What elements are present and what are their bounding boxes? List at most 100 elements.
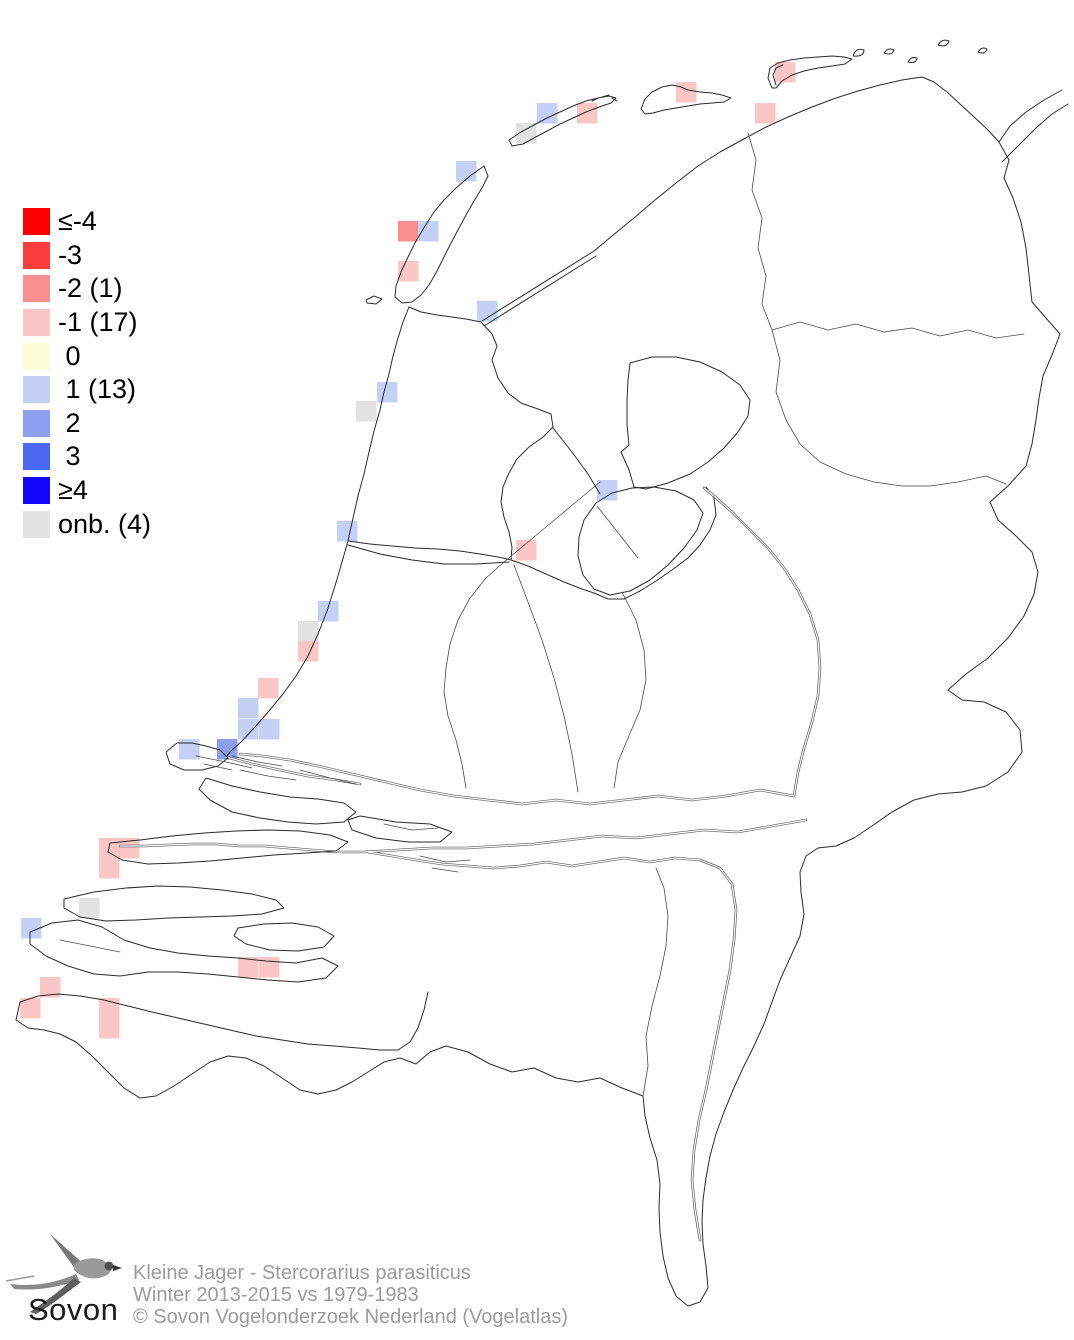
swallow-icon — [5, 1234, 122, 1314]
tholen-path — [233, 922, 335, 952]
friesland-groningen-border — [747, 132, 773, 331]
grid-square — [20, 998, 41, 1019]
german-coast-path — [998, 89, 1063, 143]
noordoostpolder-path — [620, 356, 751, 490]
noordzeekanaal-path — [347, 544, 510, 565]
utrecht-diagonal-border — [443, 481, 601, 789]
legend-label: 3 — [58, 441, 81, 472]
ijssel-river-inner — [703, 487, 821, 797]
grid-square — [676, 82, 697, 103]
grid-square — [377, 382, 398, 403]
north-coast-path — [593, 76, 1000, 252]
legend-item: ≤-4 — [23, 205, 151, 239]
grid-square — [99, 858, 120, 879]
flevoland-path — [577, 486, 704, 596]
grid-square — [259, 957, 280, 978]
grid-square — [259, 719, 280, 740]
ems-coast-path — [1001, 103, 1069, 163]
utrecht-gelderland-border — [613, 591, 647, 789]
legend-item: -3 — [23, 239, 151, 273]
hoeksche-waard-path — [347, 815, 453, 843]
grid-square — [597, 480, 618, 501]
sovon-logo-text: Sovon — [28, 1292, 119, 1327]
grid-square — [99, 998, 120, 1019]
grid-square — [477, 301, 498, 322]
legend-swatch — [23, 376, 50, 404]
legend: ≤-4 -3 -2 (1) -1 (17) 0 1 (13) 2 3 ≥4 onb. (4… — [23, 205, 151, 541]
grid-square — [337, 521, 358, 542]
afsluitdijk-path-2 — [483, 255, 597, 327]
grid-square — [755, 103, 776, 124]
legend-swatch — [23, 275, 50, 303]
river-paths — [118, 486, 822, 1242]
east-border-path — [642, 141, 1061, 1307]
grid-square — [456, 161, 477, 182]
legend-swatch — [23, 510, 50, 538]
grid-square — [21, 918, 42, 939]
grid-squares-layer — [20, 62, 796, 1039]
legend-item: 3 — [23, 440, 151, 474]
veerse-meer-path — [59, 939, 121, 953]
grid-square — [298, 621, 319, 642]
voorne-putten-path — [198, 777, 357, 825]
grid-square — [238, 719, 259, 740]
grid-square — [318, 601, 339, 622]
legend-swatch — [23, 409, 50, 437]
legend-swatch — [23, 241, 50, 269]
legend-swatch — [23, 208, 50, 236]
grid-square — [418, 221, 439, 242]
grid-square — [577, 103, 598, 124]
grid-square — [516, 123, 537, 144]
schiermonnikoog-island-path — [767, 55, 853, 89]
legend-label: -1 (17) — [58, 307, 138, 338]
maas-river — [366, 850, 738, 1242]
rottum-islets-path — [852, 39, 988, 63]
legend-item: 2 — [23, 407, 151, 441]
legend-swatch — [23, 342, 50, 370]
waal-river-inner — [119, 819, 807, 853]
vlieland-island-path — [508, 95, 617, 147]
grid-square — [238, 957, 259, 978]
legend-label: ≤-4 — [58, 206, 97, 237]
legend-item: onb. (4) — [23, 507, 151, 541]
grid-square — [258, 678, 279, 699]
grid-square — [398, 221, 419, 242]
legend-label: 1 (13) — [58, 374, 137, 405]
terschelling-island-path — [640, 84, 732, 115]
ijsselmeer-west-coast-path — [347, 306, 554, 561]
biesbosch-lines — [383, 823, 471, 873]
legend-swatch — [23, 443, 50, 471]
grid-square — [179, 739, 200, 760]
caption-block: Kleine Jager - Stercorarius parasiticus … — [133, 1262, 568, 1328]
sovon-logo: Sovon — [5, 1226, 136, 1336]
grid-square — [40, 977, 61, 998]
grid-square — [99, 1018, 120, 1039]
legend-item: 0 — [23, 339, 151, 373]
vlieland-dunes-path — [591, 94, 618, 102]
grid-square — [238, 698, 259, 719]
legend-swatch — [23, 309, 50, 337]
caption-species: Kleine Jager - Stercorarius parasiticus — [133, 1262, 471, 1284]
rijn-lek-river-inner — [239, 753, 795, 805]
west-coast-path — [225, 306, 410, 758]
legend-item: -2 (1) — [23, 272, 151, 306]
noorderhaaks-islet-path — [365, 295, 383, 305]
south-border-path — [15, 991, 644, 1099]
grid-square — [79, 898, 100, 919]
polder-paths — [347, 356, 751, 793]
legend-label: onb. (4) — [58, 508, 152, 539]
legend-swatch — [23, 477, 50, 505]
province-border-paths — [443, 132, 1025, 1097]
legend-item: ≥4 — [23, 474, 151, 508]
grid-square — [516, 540, 537, 561]
walcheren-beveland-path — [29, 919, 339, 983]
legend-label: 0 — [58, 340, 81, 371]
afsluitdijk-path — [481, 250, 595, 322]
legend-item: 1 (13) — [23, 373, 151, 407]
legend-label: -2 (1) — [58, 273, 123, 304]
grid-square — [775, 62, 796, 83]
ijssel-river — [702, 486, 822, 798]
legend-label: -3 — [58, 239, 83, 270]
grid-square — [537, 103, 558, 124]
